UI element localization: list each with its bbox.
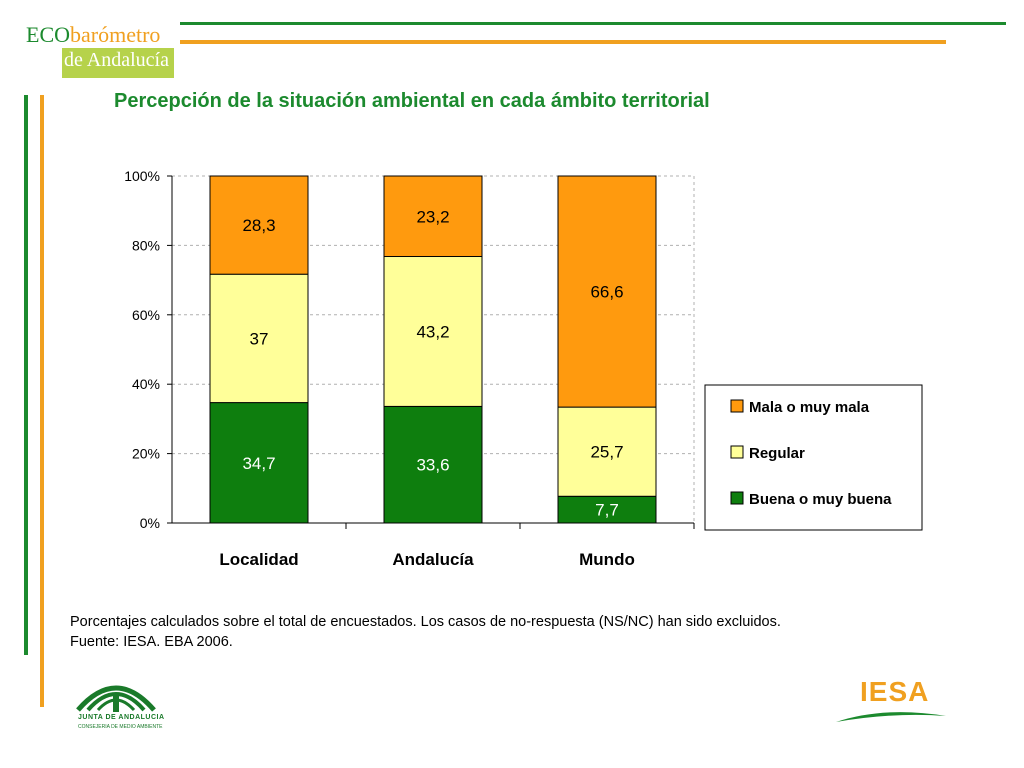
y-tick-label: 60% [132,307,160,323]
logo-eco-text: ECO [26,22,70,47]
bar-data-label: 66,6 [590,283,623,302]
ecobarometro-logo: ECObarómetro [26,22,160,48]
x-category-label: Localidad [219,550,298,569]
iesa-logo-swoosh-icon [836,712,946,722]
bar-data-label: 34,7 [242,454,275,473]
chart-bars: 34,7 37 28,3 33,6 43,2 23,2 7,7 25,7 66,6 [209,175,657,524]
bar-data-label: 23,2 [416,207,449,226]
y-tick-label: 0% [140,515,160,531]
side-line-orange [40,95,44,707]
consejeria-logo-text: CONSEJERIA DE MEDIO AMBIENTE [78,724,163,730]
page-title: Percepción de la situación ambiental en … [114,90,710,112]
bar-segment [209,175,309,275]
bar-data-label: 33,6 [416,456,449,475]
bar-segment [557,175,657,408]
bar-data-label: 43,2 [416,322,449,341]
legend-swatch [730,491,744,505]
legend-entry-label: Regular [749,445,805,462]
bar-data-label: 25,7 [590,443,623,462]
y-tick-label: 20% [132,446,160,462]
y-tick-label: 40% [132,376,160,392]
y-tick-label: 80% [132,237,160,253]
bar-segment [209,273,309,404]
chart-axes [171,176,695,529]
bar-segment [557,495,657,524]
legend-entry-label: Buena o muy buena [749,491,892,508]
logo-region-text: de Andalucía [62,48,174,78]
bar-segment [383,256,483,407]
legend-entry-label: Mala o muy mala [749,399,870,416]
side-line-green [24,95,28,655]
bar-segment [557,406,657,497]
legend-swatch [730,399,744,413]
y-axis-ticks: 0% 20% 40% 60% 80% 100% [124,168,172,531]
iesa-logo-text: IESA [860,676,930,707]
x-axis-labels: Localidad Andalucía Mundo [219,550,635,569]
x-category-label: Mundo [579,550,635,569]
legend-swatch [730,445,744,459]
bar-segment [383,405,483,524]
header-line-green [180,22,1006,25]
bar-segment [383,175,483,258]
junta-logo-text: JUNTA DE ANDALUCIA [78,714,165,721]
stacked-bar-chart: 34,7 37 28,3 33,6 43,2 23,2 7,7 25,7 66,6 0% 20% 4… [124,168,923,569]
bar-data-label: 7,7 [595,501,619,520]
logo-barometro-text: barómetro [70,22,161,47]
junta-andalucia-logo-icon [76,685,156,712]
bar-data-label: 37 [250,329,269,348]
bar-data-label: 28,3 [242,216,275,235]
footnote: Porcentajes calculados sobre el total de… [70,612,781,652]
footnote-line-1: Porcentajes calculados sobre el total de… [70,614,781,630]
chart-legend: Mala o muy mala Regular Buena o muy buena [704,384,923,531]
y-tick-label: 100% [124,168,160,184]
footnote-line-2: Fuente: IESA. EBA 2006. [70,634,233,650]
x-category-label: Andalucía [392,550,474,569]
header-line-orange [180,40,946,44]
